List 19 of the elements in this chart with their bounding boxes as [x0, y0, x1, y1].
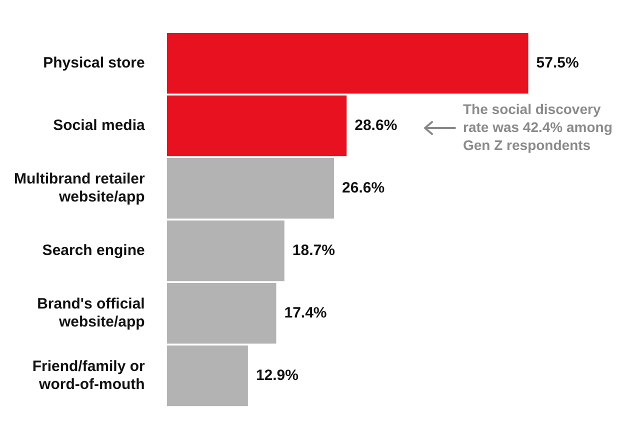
bar — [166, 282, 276, 344]
bar — [166, 345, 248, 406]
annotation: The social discovery rate was 42.4% among Gen Z respondents — [463, 100, 612, 153]
bar — [166, 158, 334, 219]
data-label: 17.4% — [284, 304, 327, 322]
y-tick-label: Brand's official website/app — [37, 295, 145, 330]
data-label: 18.7% — [292, 242, 335, 259]
y-tick-label: Search engine — [42, 242, 145, 259]
bar — [166, 220, 284, 282]
data-label: 57.5% — [536, 54, 579, 72]
y-tick-label: Multibrand retailer website/app — [14, 170, 146, 206]
bar — [166, 32, 528, 94]
y-tick-label: Friend/family or word-of-mouth — [32, 358, 146, 393]
data-label: 26.6% — [342, 179, 385, 196]
y-tick-label: Social media — [53, 116, 146, 134]
data-label: 28.6% — [354, 116, 398, 134]
y-tick-label: Physical store — [43, 54, 145, 72]
bar — [166, 95, 347, 156]
data-label: 12.9% — [256, 366, 298, 384]
